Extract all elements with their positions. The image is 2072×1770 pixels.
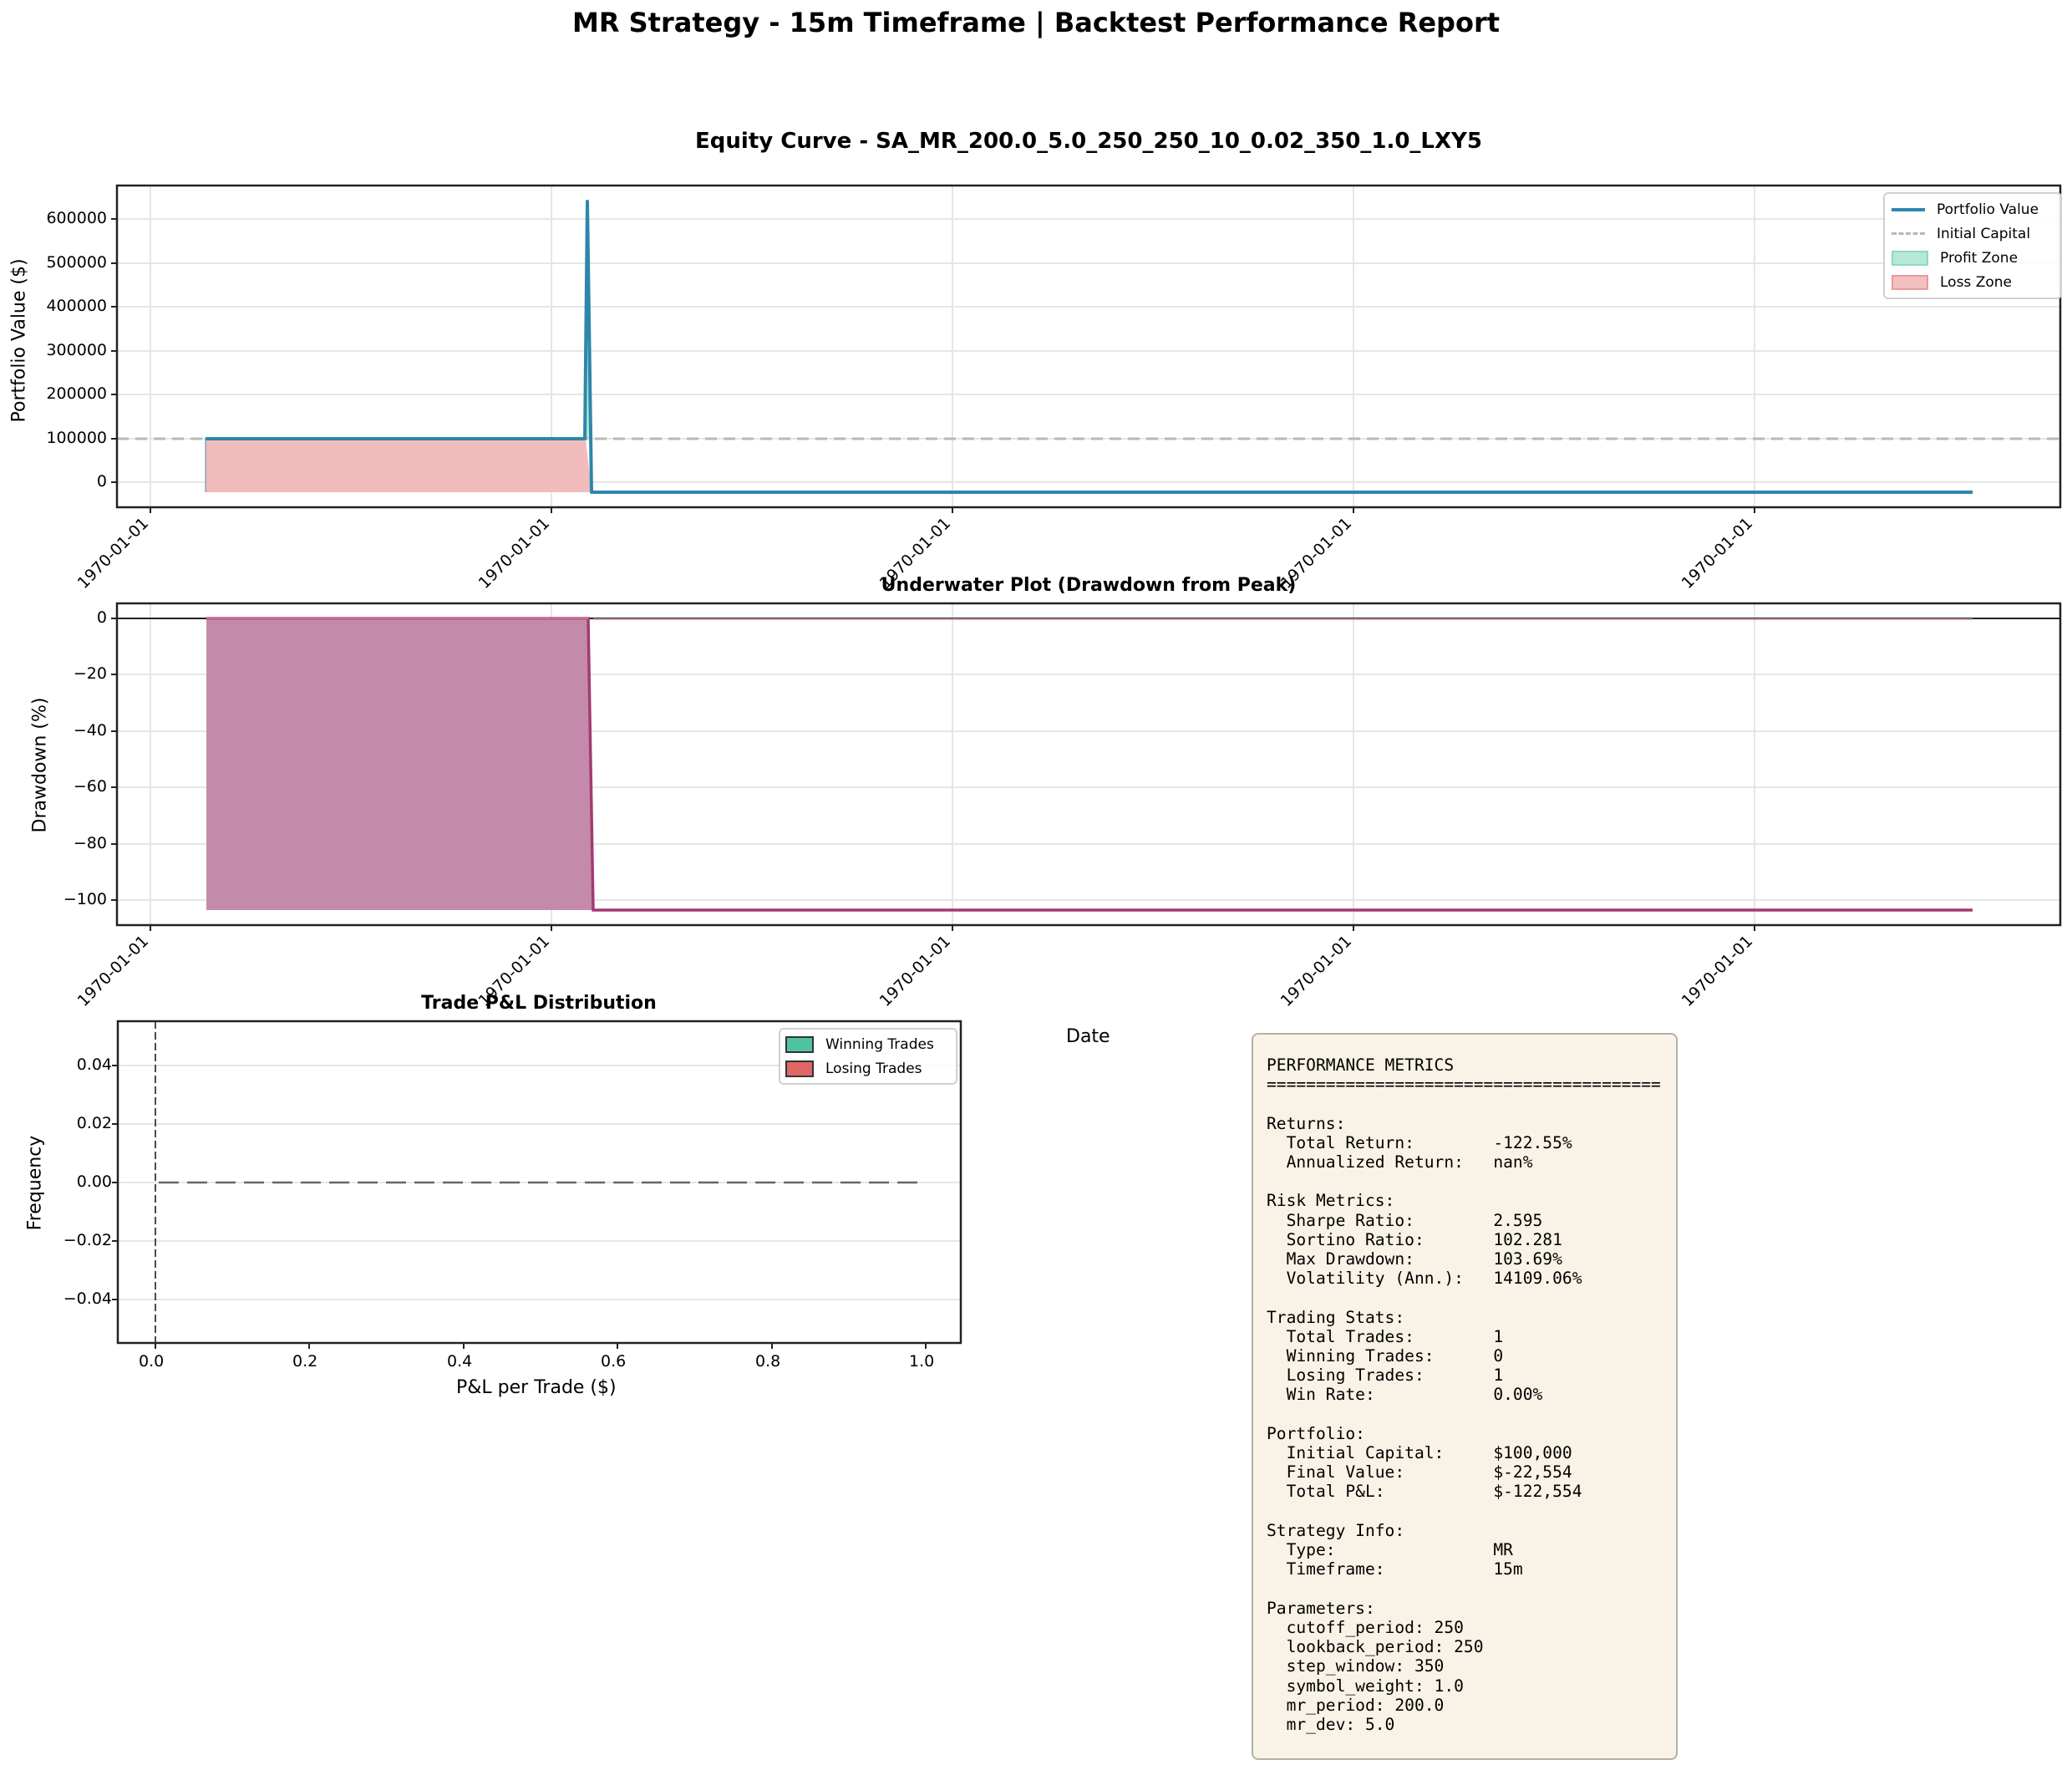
drawdown-ytick: −60 — [73, 777, 107, 796]
portfolio-value-line — [206, 200, 1973, 494]
legend-item-losing: Losing Trades — [785, 1056, 951, 1081]
pnl-ylabel: Frequency — [24, 1135, 46, 1231]
legend-item-initial: Initial Capital — [1892, 221, 2054, 246]
performance-metrics-panel: PERFORMANCE METRICS ====================… — [1252, 1033, 1678, 1760]
drawdown-chart-title: Underwater Plot (Drawdown from Peak) — [881, 575, 1297, 596]
pnl-xtick: 0.8 — [755, 1352, 781, 1371]
pnl-ytick: −0.04 — [63, 1289, 112, 1308]
winning-swatch-icon — [785, 1035, 814, 1053]
equity-ytick: 400000 — [46, 297, 107, 315]
line-swatch-icon — [1892, 207, 1925, 211]
drawdown-ytick: 0 — [96, 608, 107, 627]
equity-ytick: 500000 — [46, 253, 107, 272]
legend-item-loss: Loss Zone — [1892, 270, 2054, 294]
equity-ytick: 0 — [96, 472, 107, 491]
pnl-ytick: 0.04 — [76, 1055, 112, 1074]
profit-swatch-icon — [1892, 250, 1928, 266]
drawdown-ytick: −40 — [73, 721, 107, 740]
equity-ytick: 600000 — [46, 209, 107, 227]
dashed-line-swatch-icon — [1892, 232, 1925, 235]
pnl-legend: Winning Trades Losing Trades — [779, 1028, 957, 1085]
pnl-chart-title: Trade P&L Distribution — [421, 993, 657, 1014]
loss-swatch-icon — [1892, 274, 1928, 290]
pnl-xlabel: P&L per Trade ($) — [456, 1377, 617, 1398]
drawdown-ylabel: Drawdown (%) — [29, 697, 51, 833]
drawdown-ytick: −80 — [73, 834, 107, 852]
losing-swatch-icon — [785, 1060, 814, 1077]
loss-zone — [206, 439, 592, 492]
drawdown-chart — [111, 602, 2062, 931]
pnl-ytick: −0.02 — [63, 1231, 112, 1249]
legend-item-profit: Profit Zone — [1892, 246, 2054, 270]
pnl-xtick: 0.6 — [601, 1352, 627, 1371]
equity-legend: Portfolio Value Initial Capital Profit Z… — [1883, 192, 2062, 299]
equity-ylabel: Portfolio Value ($) — [8, 258, 30, 423]
equity-chart — [111, 184, 2062, 513]
equity-ytick: 100000 — [46, 429, 107, 447]
pnl-xtick: 1.0 — [909, 1352, 935, 1371]
pnl-ytick: 0.00 — [76, 1172, 112, 1191]
drawdown-xtick: 1970-01-01 — [1678, 932, 1756, 1010]
equity-chart-title: Equity Curve - SA_MR_200.0_5.0_250_250_1… — [695, 129, 1482, 154]
drawdown-xtick: 1970-01-01 — [1277, 932, 1355, 1010]
drawdown-ytick: −20 — [73, 664, 107, 683]
drawdown-xlabel: Date — [1066, 1026, 1110, 1047]
performance-metrics-text: PERFORMANCE METRICS ====================… — [1267, 1055, 1661, 1734]
drawdown-ytick: −100 — [63, 890, 107, 908]
pnl-xtick: 0.4 — [447, 1352, 473, 1371]
equity-ytick: 200000 — [46, 384, 107, 403]
drawdown-area — [206, 618, 593, 910]
pnl-ytick: 0.02 — [76, 1114, 112, 1132]
pnl-xtick: 0.2 — [292, 1352, 318, 1371]
figure-title: MR Strategy - 15m Timeframe | Backtest P… — [571, 7, 1501, 38]
pnl-xtick: 0.0 — [139, 1352, 165, 1371]
legend-item-winning: Winning Trades — [785, 1032, 951, 1056]
equity-ytick: 300000 — [46, 341, 107, 359]
legend-item-portfolio: Portfolio Value — [1892, 197, 2054, 221]
